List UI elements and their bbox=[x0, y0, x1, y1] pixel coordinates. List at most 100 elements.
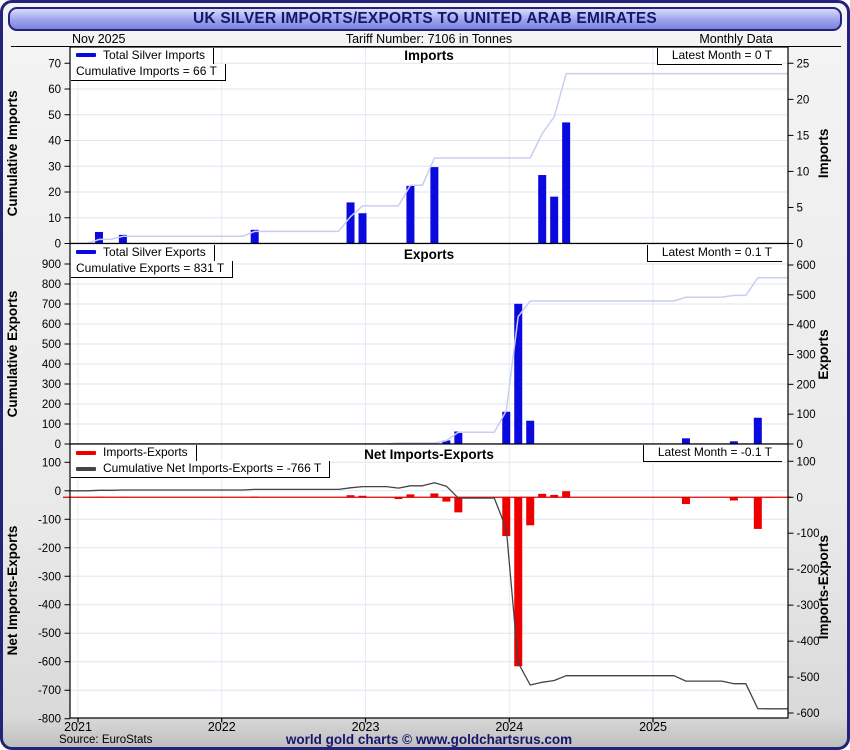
left-axis-title: Cumulative Exports bbox=[5, 291, 20, 418]
left-axis-tick-label: -500 bbox=[38, 628, 61, 640]
page-title: UK SILVER IMPORTS/EXPORTS TO UNITED ARAB… bbox=[193, 10, 657, 27]
left-axis-tick-label: 700 bbox=[42, 299, 61, 311]
left-axis-tick-label: 900 bbox=[42, 259, 61, 271]
legend-total-silver-imports: Total Silver Imports bbox=[71, 47, 215, 65]
net-bar bbox=[454, 497, 463, 513]
monthly-bar bbox=[454, 431, 463, 444]
legend-cumulative-net: Cumulative Net Imports-Exports = -766 T bbox=[71, 461, 331, 478]
net-bar bbox=[358, 495, 367, 498]
net-bar bbox=[394, 497, 403, 500]
annotation-cumulative-exports: Cumulative Exports = 831 T bbox=[71, 260, 234, 278]
right-axis-tick-label: 15 bbox=[797, 130, 810, 142]
left-axis-tick-label: -100 bbox=[38, 514, 61, 526]
monthly-bar bbox=[729, 441, 738, 444]
legend-total-silver-exports: Total Silver Exports bbox=[71, 244, 215, 262]
legend-imports-exports: Imports-Exports bbox=[71, 445, 197, 462]
header-band: UK SILVER IMPORTS/EXPORTS TO UNITED ARAB… bbox=[8, 7, 842, 31]
left-axis-tick-label: 20 bbox=[48, 187, 61, 199]
right-axis-tick-label: 100 bbox=[797, 409, 816, 421]
right-axis-tick-label: 0 bbox=[797, 492, 803, 504]
right-axis-tick-label: -500 bbox=[797, 672, 820, 684]
exports-legend-swatch bbox=[76, 250, 96, 254]
right-axis-tick-label: 100 bbox=[797, 456, 816, 468]
left-axis-tick-label: 0 bbox=[55, 239, 61, 251]
right-axis-tick-label: 20 bbox=[797, 94, 810, 106]
left-axis-tick-label: 0 bbox=[55, 439, 61, 451]
net-bar bbox=[502, 497, 511, 537]
left-axis-tick-label: 300 bbox=[42, 379, 61, 391]
x-axis-year-label: 2023 bbox=[351, 720, 380, 734]
x-axis-year-label: 2021 bbox=[64, 720, 92, 734]
cumulative-line bbox=[70, 72, 788, 245]
right-axis-tick-label: 300 bbox=[797, 350, 816, 362]
monthly-bar bbox=[526, 420, 535, 444]
monthly-bar bbox=[514, 303, 523, 444]
left-axis-tick-label: 200 bbox=[42, 399, 61, 411]
subtitle-date: Nov 2025 bbox=[72, 32, 126, 46]
right-axis-tick-label: 0 bbox=[797, 239, 803, 251]
annotation-label: Cumulative Exports = 831 T bbox=[76, 260, 225, 275]
net-bar bbox=[562, 491, 571, 498]
left-axis-tick-label: 10 bbox=[48, 213, 61, 225]
left-axis-tick-label: 70 bbox=[48, 58, 61, 70]
right-axis-tick-label: 200 bbox=[797, 379, 816, 391]
monthly-bar bbox=[562, 122, 571, 244]
monthly-bar bbox=[250, 229, 259, 244]
left-axis-tick-label: 400 bbox=[42, 359, 61, 371]
subtitle-period: Monthly Data bbox=[699, 32, 773, 46]
net-bar bbox=[550, 494, 559, 498]
legend-label: Imports-Exports bbox=[103, 445, 188, 459]
right-axis-tick-label: 5 bbox=[797, 202, 803, 214]
monthly-bar bbox=[358, 213, 367, 244]
monthly-bar bbox=[430, 167, 439, 244]
cumulative-line bbox=[70, 482, 788, 710]
right-axis-tick-label: 25 bbox=[797, 58, 810, 70]
right-axis-tick-label: -200 bbox=[797, 564, 820, 576]
left-axis-tick-label: 100 bbox=[42, 419, 61, 431]
right-axis-tick-label: -100 bbox=[797, 528, 820, 540]
cumulative-net-legend-swatch bbox=[76, 466, 96, 471]
net-bar bbox=[514, 497, 523, 667]
left-axis-tick-label: 30 bbox=[48, 161, 61, 173]
net-bar bbox=[526, 497, 535, 526]
left-axis-tick-label: -600 bbox=[38, 657, 61, 669]
monthly-bar bbox=[346, 202, 355, 244]
right-axis-title: Exports bbox=[816, 329, 831, 379]
net-bar bbox=[729, 497, 738, 501]
monthly-bar bbox=[442, 440, 451, 444]
net-bar bbox=[430, 493, 439, 498]
right-axis-tick-label: -300 bbox=[797, 600, 820, 612]
panel-background bbox=[70, 444, 788, 718]
x-axis-year-label: 2024 bbox=[495, 720, 524, 734]
left-axis-tick-label: -800 bbox=[38, 714, 61, 726]
legend-label: Total Silver Exports bbox=[103, 244, 206, 259]
footer-brand: world gold charts © www.goldchartsrus.co… bbox=[285, 732, 573, 747]
latest-month-net: Latest Month = -0.1 T bbox=[642, 445, 782, 462]
legend-label: Total Silver Imports bbox=[103, 47, 206, 62]
net-bar bbox=[753, 497, 762, 529]
net-bar bbox=[681, 497, 690, 505]
net-bar bbox=[346, 495, 355, 498]
left-axis-tick-label: 800 bbox=[42, 279, 61, 291]
right-axis-tick-label: 400 bbox=[797, 320, 816, 332]
latest-month-imports: Latest Month = 0 T bbox=[656, 47, 782, 65]
right-axis-tick-label: 0 bbox=[797, 439, 803, 451]
right-axis-tick-label: 500 bbox=[797, 290, 816, 302]
monthly-bar bbox=[550, 196, 559, 244]
right-axis-tick-label: 600 bbox=[797, 260, 816, 272]
x-axis-year-label: 2025 bbox=[639, 720, 667, 734]
right-axis-tick-label: -400 bbox=[797, 636, 820, 648]
imports-legend-swatch bbox=[76, 53, 96, 57]
right-axis-tick-label: -600 bbox=[797, 708, 820, 720]
right-axis-title: Imports-Exports bbox=[816, 535, 831, 639]
left-axis-title: Net Imports-Exports bbox=[5, 526, 20, 656]
net-legend-swatch bbox=[76, 450, 96, 455]
monthly-bar bbox=[406, 185, 415, 244]
left-axis-title: Cumulative Imports bbox=[5, 90, 20, 216]
left-axis-tick-label: 60 bbox=[48, 84, 61, 96]
left-axis-tick-label: -700 bbox=[38, 685, 61, 697]
left-axis-tick-label: 40 bbox=[48, 136, 61, 148]
monthly-bar bbox=[681, 438, 690, 444]
